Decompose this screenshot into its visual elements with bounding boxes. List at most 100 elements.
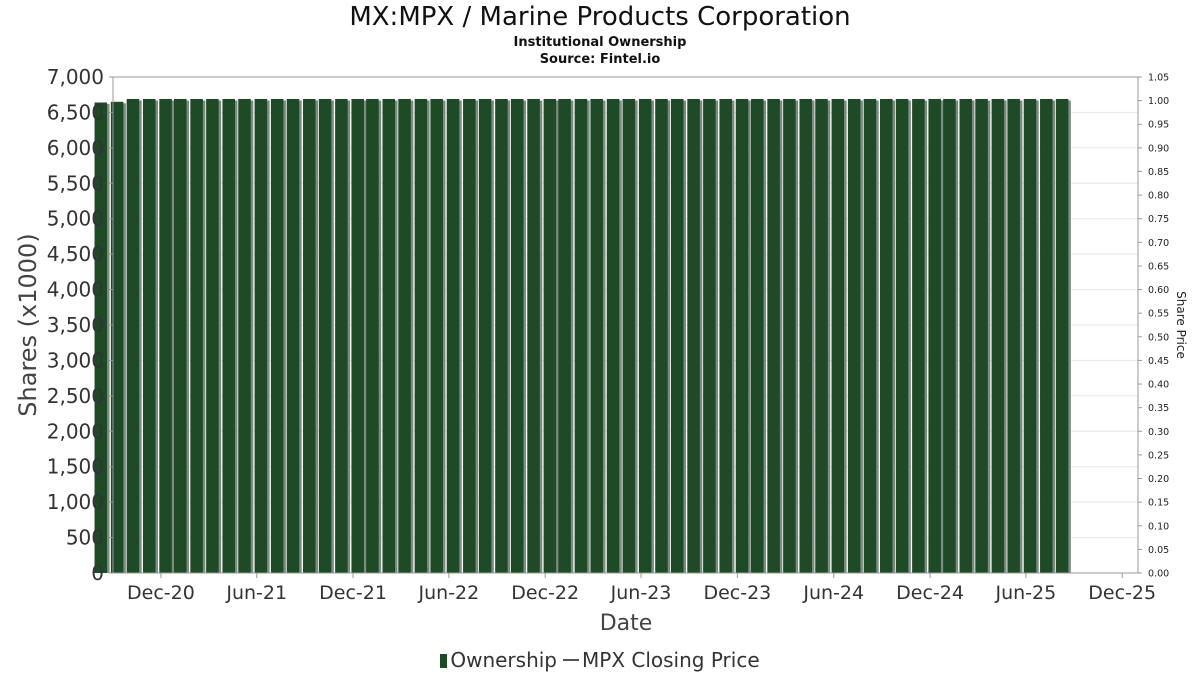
y-axis-label: Shares (x1000) xyxy=(14,233,42,416)
x-tick-label: Jun-21 xyxy=(225,582,287,604)
y-tick-label: 1,000 xyxy=(47,490,104,514)
y2-tick-label: 0.15 xyxy=(1148,498,1169,509)
legend-label-ownership: Ownership xyxy=(450,648,557,672)
y2-tick-label: 0.25 xyxy=(1148,450,1169,461)
ownership-bar xyxy=(382,98,396,574)
ownership-bar xyxy=(94,102,108,573)
y2-tick-label: 0.65 xyxy=(1148,261,1169,272)
ownership-bar xyxy=(1055,98,1069,574)
ownership-bar xyxy=(638,98,652,574)
ownership-bar xyxy=(351,98,364,574)
ownership-bar xyxy=(719,98,732,574)
ownership-bar xyxy=(767,98,780,574)
legend-swatch-ownership xyxy=(440,654,448,668)
x-tick-label: Jun-23 xyxy=(610,582,672,604)
ownership-bar xyxy=(142,98,156,574)
y2-tick-label: 0.10 xyxy=(1148,521,1169,532)
ownership-bar xyxy=(414,98,428,574)
ownership-bar xyxy=(847,98,861,574)
ownership-bar xyxy=(110,101,124,574)
bars-layer xyxy=(94,98,1071,574)
y-tick-label: 500 xyxy=(66,526,104,550)
ownership-bar xyxy=(206,98,219,574)
ownership-bar xyxy=(510,98,524,574)
ownership-bar xyxy=(366,98,379,574)
ownership-bar xyxy=(751,98,764,574)
x-tick-label: Jun-24 xyxy=(802,582,864,604)
ownership-bar xyxy=(655,98,668,574)
ownership-bar xyxy=(1023,98,1037,574)
legend-swatch-price xyxy=(563,659,579,661)
x-tick-label: Jun-22 xyxy=(418,582,480,604)
y-tick-label: 4,000 xyxy=(47,278,104,302)
ownership-bar xyxy=(975,98,988,574)
y-tick-label: 2,500 xyxy=(47,384,104,408)
y2-tick-label: 0.70 xyxy=(1148,238,1169,249)
ownership-bar xyxy=(703,98,716,574)
ownership-bar xyxy=(687,98,700,574)
ownership-bar xyxy=(318,98,332,574)
y2-tick-label: 0.55 xyxy=(1148,309,1169,320)
ownership-bar xyxy=(895,98,909,574)
y2-tick-label: 0.75 xyxy=(1148,214,1169,225)
x-axis-label: Date xyxy=(600,611,653,636)
ownership-bar xyxy=(254,98,268,574)
ownership-bar xyxy=(928,98,941,574)
chart-subtitle: Institutional Ownership xyxy=(513,35,687,50)
y2-tick-label: 0.50 xyxy=(1148,332,1169,343)
ownership-bar xyxy=(495,98,508,574)
ownership-bar xyxy=(430,98,443,574)
chart-title: MX:MPX / Marine Products Corporation xyxy=(349,2,851,32)
x-tick-label: Jun-25 xyxy=(994,582,1056,604)
x-tick-label: Dec-20 xyxy=(127,582,195,604)
y-tick-label: 2,000 xyxy=(47,419,104,443)
ownership-bar xyxy=(831,98,845,574)
x-tick-label: Dec-23 xyxy=(703,582,771,604)
ownership-bar xyxy=(446,98,460,574)
ownership-bar xyxy=(815,98,828,574)
ownership-bar xyxy=(735,98,749,574)
x-tick-label: Dec-21 xyxy=(319,582,387,604)
ownership-bar xyxy=(606,98,620,574)
ownership-bar xyxy=(270,98,284,574)
ownership-bar xyxy=(463,98,476,574)
y2-tick-label: 1.05 xyxy=(1148,73,1169,84)
ownership-bar xyxy=(622,98,636,574)
y-tick-label: 3,000 xyxy=(47,348,104,372)
chart-source: Source: Fintel.io xyxy=(539,52,661,67)
y-tick-label: 7,000 xyxy=(47,65,104,89)
ownership-bar xyxy=(959,98,973,574)
ownership-bar xyxy=(527,98,540,574)
y2-tick-label: 0.35 xyxy=(1148,403,1169,414)
y-tick-label: 6,000 xyxy=(47,136,104,160)
ownership-bar xyxy=(159,98,172,574)
ownership-bar xyxy=(670,98,684,574)
y2-tick-label: 0.85 xyxy=(1148,167,1169,178)
x-tick-label: Dec-22 xyxy=(511,582,579,604)
ownership-bar xyxy=(238,98,251,574)
y2-tick-label: 0.90 xyxy=(1148,143,1169,154)
legend: Ownership MPX Closing Price xyxy=(0,648,1200,672)
ownership-bar xyxy=(190,98,203,574)
ownership-bar xyxy=(783,98,796,574)
y-tick-label: 5,000 xyxy=(47,207,104,231)
ownership-bar xyxy=(1040,98,1053,574)
ownership-bar xyxy=(126,98,140,574)
x-tick-label: Dec-25 xyxy=(1088,582,1156,604)
ownership-bar xyxy=(991,98,1005,574)
ownership-bar xyxy=(590,98,603,574)
axes-layer: 0 500 1,000 1,500 2,000 2,500 3,000 3,500 4,000 4… xyxy=(47,65,1169,604)
ownership-bar xyxy=(478,98,492,574)
ownership-bar xyxy=(286,98,300,574)
y2-tick-label: 0.00 xyxy=(1148,569,1169,580)
ownership-bar xyxy=(863,98,877,574)
legend-label-price: MPX Closing Price xyxy=(582,648,760,672)
ownership-bar xyxy=(303,98,316,574)
y2-tick-label: 0.05 xyxy=(1148,545,1169,556)
y2-tick-label: 0.45 xyxy=(1148,356,1169,367)
y-tick-label: 0 xyxy=(91,561,104,585)
y2-tick-label: 0.60 xyxy=(1148,285,1169,296)
ownership-bar xyxy=(574,98,588,574)
ownership-bar xyxy=(879,98,893,574)
y2-tick-label: 0.40 xyxy=(1148,380,1169,391)
